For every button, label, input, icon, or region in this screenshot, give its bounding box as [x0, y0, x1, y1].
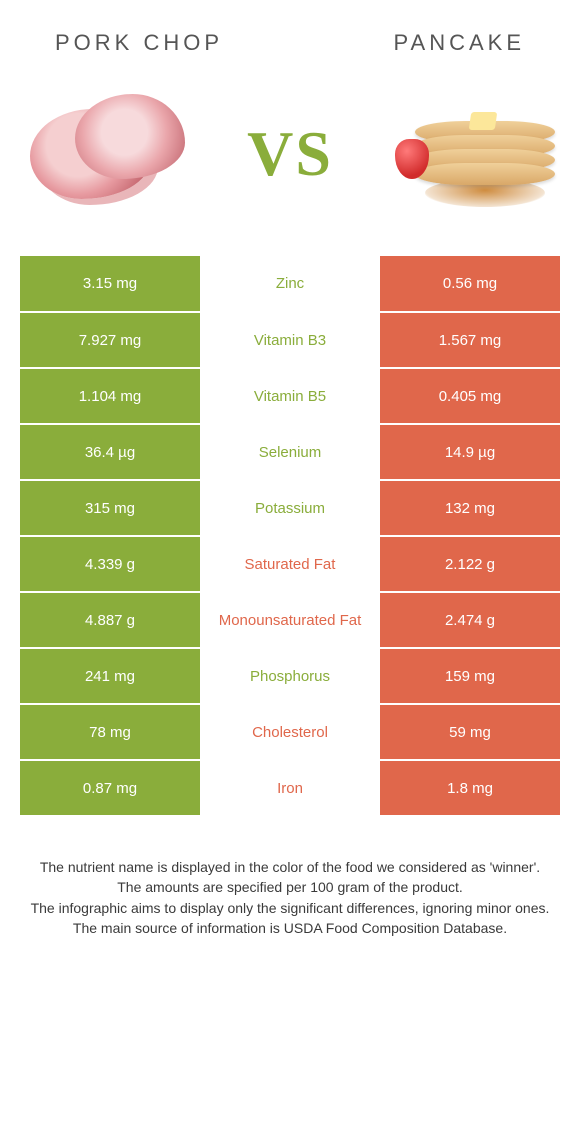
- table-row: 0.87 mgIron1.8 mg: [20, 760, 560, 816]
- nutrient-name: Cholesterol: [200, 704, 380, 760]
- left-value: 0.87 mg: [20, 760, 200, 816]
- right-value: 132 mg: [380, 480, 560, 536]
- nutrient-name: Monounsaturated Fat: [200, 592, 380, 648]
- footer-line: The amounts are specified per 100 gram o…: [30, 877, 550, 897]
- left-value: 4.339 g: [20, 536, 200, 592]
- nutrient-name: Iron: [200, 760, 380, 816]
- vs-label: VS: [247, 117, 333, 191]
- table-row: 315 mgPotassium132 mg: [20, 480, 560, 536]
- nutrient-name: Selenium: [200, 424, 380, 480]
- table-row: 7.927 mgVitamin B31.567 mg: [20, 312, 560, 368]
- vs-row: VS: [0, 66, 580, 256]
- nutrient-name: Potassium: [200, 480, 380, 536]
- table-row: 78 mgCholesterol59 mg: [20, 704, 560, 760]
- nutrient-name: Vitamin B3: [200, 312, 380, 368]
- footer-line: The main source of information is USDA F…: [30, 918, 550, 938]
- nutrient-table: 3.15 mgZinc0.56 mg7.927 mgVitamin B31.56…: [20, 256, 560, 817]
- left-value: 241 mg: [20, 648, 200, 704]
- left-value: 4.887 g: [20, 592, 200, 648]
- pancake-image: [385, 84, 560, 224]
- table-row: 4.887 gMonounsaturated Fat2.474 g: [20, 592, 560, 648]
- left-value: 1.104 mg: [20, 368, 200, 424]
- right-value: 59 mg: [380, 704, 560, 760]
- table-row: 3.15 mgZinc0.56 mg: [20, 256, 560, 312]
- right-value: 14.9 µg: [380, 424, 560, 480]
- left-value: 36.4 µg: [20, 424, 200, 480]
- right-value: 2.474 g: [380, 592, 560, 648]
- table-row: 1.104 mgVitamin B50.405 mg: [20, 368, 560, 424]
- right-value: 159 mg: [380, 648, 560, 704]
- nutrient-name: Zinc: [200, 256, 380, 312]
- left-value: 78 mg: [20, 704, 200, 760]
- nutrient-name: Phosphorus: [200, 648, 380, 704]
- table-row: 36.4 µgSelenium14.9 µg: [20, 424, 560, 480]
- footer-notes: The nutrient name is displayed in the co…: [0, 817, 580, 938]
- right-food-title: PANCAKE: [393, 30, 525, 56]
- right-value: 1.8 mg: [380, 760, 560, 816]
- nutrient-name: Saturated Fat: [200, 536, 380, 592]
- right-value: 0.56 mg: [380, 256, 560, 312]
- right-value: 0.405 mg: [380, 368, 560, 424]
- left-value: 3.15 mg: [20, 256, 200, 312]
- right-value: 1.567 mg: [380, 312, 560, 368]
- right-value: 2.122 g: [380, 536, 560, 592]
- table-row: 241 mgPhosphorus159 mg: [20, 648, 560, 704]
- porkchop-image: [20, 84, 195, 224]
- footer-line: The nutrient name is displayed in the co…: [30, 857, 550, 877]
- nutrient-name: Vitamin B5: [200, 368, 380, 424]
- left-value: 315 mg: [20, 480, 200, 536]
- footer-line: The infographic aims to display only the…: [30, 898, 550, 918]
- table-row: 4.339 gSaturated Fat2.122 g: [20, 536, 560, 592]
- header: PORK CHOP PANCAKE: [0, 0, 580, 66]
- left-food-title: PORK CHOP: [55, 30, 223, 56]
- left-value: 7.927 mg: [20, 312, 200, 368]
